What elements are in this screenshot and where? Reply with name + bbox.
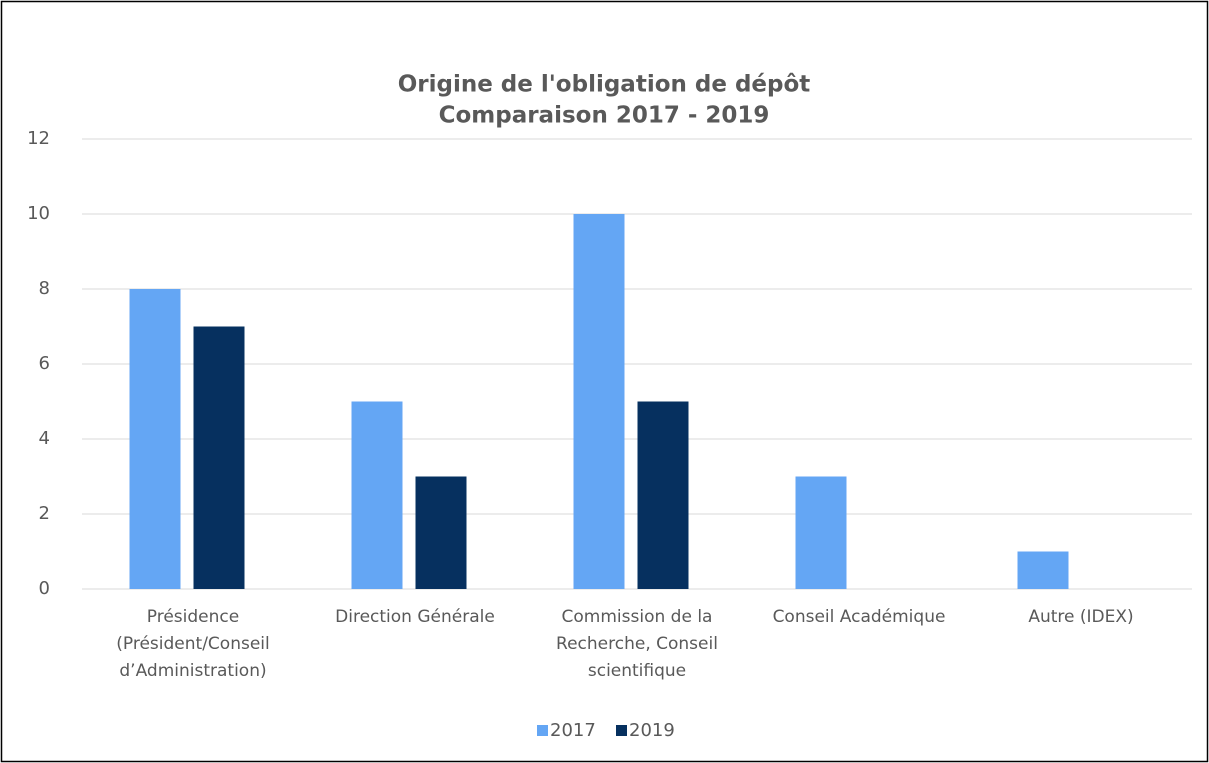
legend-swatch: [537, 725, 548, 736]
bar: [193, 326, 245, 589]
y-tick-label: 10: [27, 203, 50, 224]
x-tick-label: Présidence (Président/Conseil d’Administ…: [116, 607, 270, 681]
bar: [637, 401, 689, 589]
bar: [1017, 551, 1069, 589]
bar: [351, 401, 403, 589]
x-tick-label: Autre (IDEX): [1028, 607, 1134, 627]
x-tick-label: Conseil Académique: [772, 607, 946, 627]
y-tick-label: 4: [39, 428, 50, 449]
y-tick-label: 2: [39, 503, 50, 524]
x-tick-label: Direction Générale: [335, 607, 495, 627]
x-tick-label: Commission de la Recherche, Conseil scie…: [556, 607, 718, 681]
y-tick-label: 12: [27, 128, 50, 149]
chart-subtitle: Comparaison 2017 - 2019: [439, 103, 770, 129]
y-tick-label: 8: [39, 278, 50, 299]
y-tick-label: 0: [39, 578, 50, 599]
bar: [129, 289, 181, 589]
legend-label: 2017: [550, 720, 596, 741]
bar: [573, 214, 625, 589]
bar: [415, 476, 467, 589]
legend-label: 2019: [629, 720, 675, 741]
bar: [795, 476, 847, 589]
y-tick-label: 6: [39, 353, 50, 374]
chart-title: Origine de l'obligation de dépôt: [398, 72, 811, 98]
legend-swatch: [616, 725, 627, 736]
